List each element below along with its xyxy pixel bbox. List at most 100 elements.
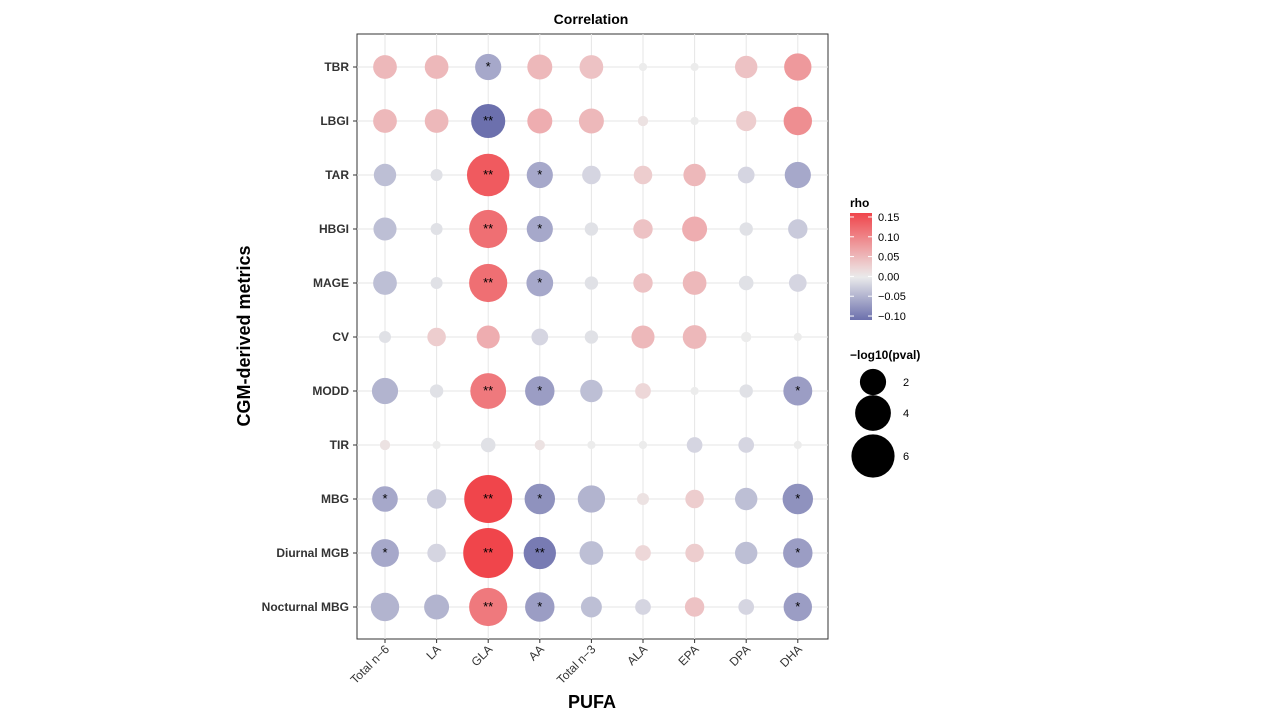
bubble <box>793 332 802 342</box>
y-tick-label: CV <box>332 330 349 344</box>
bubble <box>371 539 399 567</box>
bubble <box>690 116 699 126</box>
bubble <box>430 169 443 181</box>
y-tick-label: MODD <box>312 384 349 398</box>
bubble <box>424 594 450 620</box>
bubble <box>371 377 399 405</box>
x-tick-label: Total n−3 <box>554 642 599 687</box>
bubble <box>631 325 655 349</box>
significance-star: * <box>795 545 800 560</box>
significance-star: ** <box>483 545 493 560</box>
bubble <box>464 475 513 523</box>
bubble <box>584 330 599 344</box>
bubble <box>682 325 707 349</box>
bubble <box>373 55 397 79</box>
bubble <box>739 384 753 398</box>
bubble <box>526 269 554 297</box>
bubble <box>430 223 443 235</box>
significance-star: * <box>382 491 387 506</box>
bubble <box>738 599 755 615</box>
bubble <box>534 439 545 451</box>
bubble <box>525 376 555 406</box>
bubble <box>638 62 648 72</box>
bubble <box>469 263 508 303</box>
significance-star: * <box>537 383 542 398</box>
size-legend-key <box>855 395 891 431</box>
significance-star: * <box>537 491 542 506</box>
bubble <box>372 486 398 512</box>
bubble <box>379 439 391 451</box>
y-tick-label: Nocturnal MBG <box>262 600 349 614</box>
chart-title: Correlation <box>554 11 629 27</box>
x-tick-label: LA <box>423 642 443 662</box>
bubble <box>584 276 599 290</box>
bubble <box>682 271 707 295</box>
bubble <box>734 55 758 79</box>
color-legend-bar <box>850 213 872 320</box>
bubble <box>527 108 553 134</box>
bubble <box>793 440 802 450</box>
y-tick-label: MBG <box>321 492 349 506</box>
bubble <box>370 592 400 622</box>
bubble <box>427 327 446 347</box>
bubble <box>633 273 653 293</box>
significance-star: ** <box>483 113 493 128</box>
color-legend-label: −0.10 <box>878 311 906 323</box>
size-legend-title: −log10(pval) <box>850 348 920 362</box>
y-tick-label: Diurnal MGB <box>276 546 349 560</box>
bubble <box>788 274 807 292</box>
x-tick-label: DHA <box>777 642 805 670</box>
significance-star: ** <box>483 167 493 182</box>
significance-star: * <box>537 275 542 290</box>
bubble <box>587 440 596 450</box>
bubble <box>432 440 441 450</box>
bubble <box>635 545 651 561</box>
significance-star: ** <box>483 275 493 290</box>
bubble <box>741 331 752 343</box>
color-legend-label: −0.05 <box>878 291 906 303</box>
y-tick-label: LBGI <box>320 114 349 128</box>
significance-star: * <box>537 599 542 614</box>
bubble <box>690 62 699 72</box>
significance-star: ** <box>483 491 493 506</box>
bubble <box>426 489 447 509</box>
size-legend-key <box>851 434 895 478</box>
x-tick-label: DPA <box>727 642 754 669</box>
significance-star: ** <box>483 599 493 614</box>
bubble <box>582 165 601 185</box>
bubble <box>580 379 603 403</box>
significance-star: * <box>486 59 491 74</box>
bubble <box>685 543 704 563</box>
bubble <box>737 166 755 184</box>
size-legend-label: 6 <box>903 451 909 463</box>
bubble <box>682 216 708 242</box>
bubble <box>783 376 813 406</box>
bubble <box>373 163 397 187</box>
bubble <box>466 153 510 197</box>
color-legend-label: 0.00 <box>878 271 899 283</box>
bubble <box>379 331 391 343</box>
significance-star: * <box>795 383 800 398</box>
x-tick-label: Total n−6 <box>348 642 393 687</box>
bubble <box>471 103 506 139</box>
bubble <box>373 271 397 295</box>
bubble <box>684 597 705 617</box>
bubble <box>686 437 703 453</box>
x-axis-ticks: Total n−6 LA GLA AA Total n−3 ALA EPA DPA DHA <box>348 639 805 687</box>
bubble <box>580 596 602 618</box>
significance-star: * <box>537 167 542 182</box>
color-legend-label: 0.15 <box>878 212 899 224</box>
bubble <box>633 219 653 239</box>
bubble <box>469 209 508 249</box>
bubble <box>738 275 754 291</box>
bubble <box>373 217 397 241</box>
bubble <box>579 55 604 79</box>
bubble <box>685 489 704 509</box>
size-legend-label: 2 <box>903 377 909 389</box>
bubble <box>637 115 649 127</box>
size-legend: −log10(pval) 2 4 6 <box>850 348 920 478</box>
bubble <box>736 110 757 132</box>
bubble <box>584 222 599 236</box>
bubble <box>427 543 446 563</box>
